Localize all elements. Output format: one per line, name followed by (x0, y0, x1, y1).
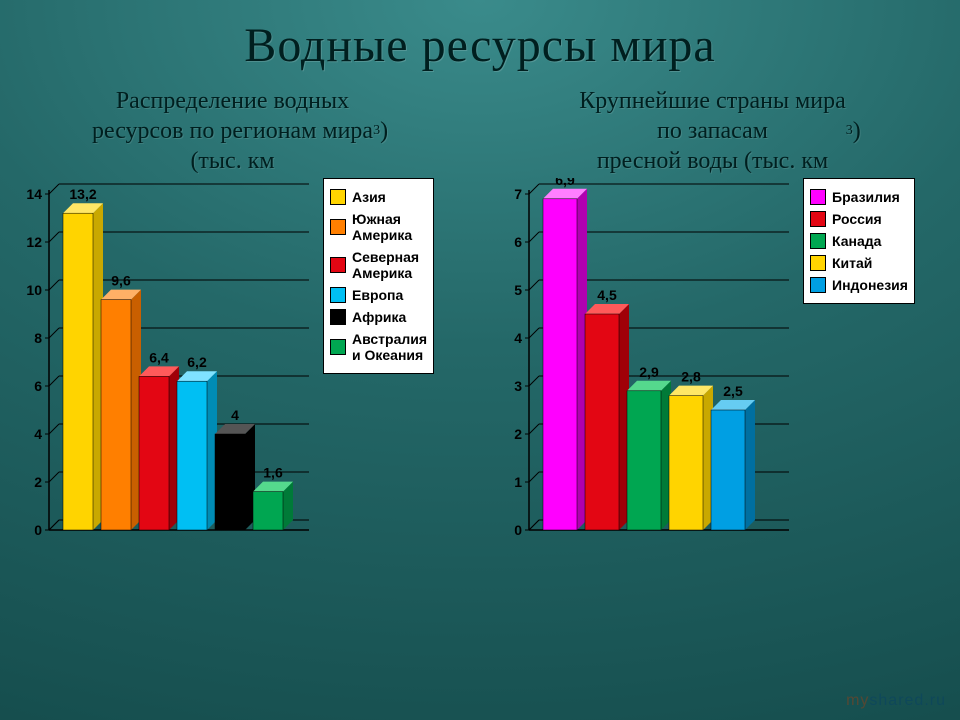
legend-label: Австралияи Океания (352, 331, 427, 363)
svg-text:9,6: 9,6 (111, 273, 131, 289)
legend-item: Австралияи Океания (330, 331, 427, 363)
svg-text:4: 4 (34, 426, 42, 442)
svg-text:1,6: 1,6 (263, 465, 283, 481)
right-subtitle: Крупнейшие страны мирапо запасампресной … (495, 83, 945, 178)
svg-text:2,8: 2,8 (681, 369, 701, 385)
svg-text:7: 7 (514, 186, 522, 202)
left-chart-box: 0 2 4 6 8 10 12 14 13,2 9,6 6,4 6,2 4 1,6 Азия ЮжнаяА… (15, 178, 465, 553)
right-legend: Бразилия Россия Канада Китай Индонезия (803, 178, 915, 304)
legend-label: Африка (352, 309, 406, 325)
watermark: myshared.ru (846, 692, 946, 710)
legend-swatch (810, 277, 826, 293)
legend-item: Африка (330, 309, 427, 325)
svg-text:2,5: 2,5 (723, 383, 743, 399)
watermark-shared: shared.ru (869, 692, 946, 709)
legend-swatch (330, 189, 346, 205)
svg-text:6,9: 6,9 (555, 178, 575, 188)
svg-text:0: 0 (514, 522, 522, 538)
slide-title: Водные ресурсы мира (0, 0, 960, 73)
svg-text:5: 5 (514, 282, 522, 298)
svg-text:4,5: 4,5 (597, 287, 617, 303)
svg-text:8: 8 (34, 330, 42, 346)
legend-item: Европа (330, 287, 427, 303)
right-plot: 0 1 2 3 4 5 6 7 6,9 4,5 2,9 2,8 2,5 (495, 178, 795, 553)
right-chart-box: 0 1 2 3 4 5 6 7 6,9 4,5 2,9 2,8 2,5 Бразилия Россия … (495, 178, 945, 553)
legend-swatch (330, 219, 346, 235)
legend-swatch (810, 255, 826, 271)
legend-swatch (810, 233, 826, 249)
charts-row: Распределение водныхресурсов по регионам… (0, 83, 960, 553)
svg-text:2: 2 (514, 426, 522, 442)
legend-item: Канада (810, 233, 908, 249)
legend-label: Россия (832, 211, 882, 227)
legend-item: ЮжнаяАмерика (330, 211, 427, 243)
legend-item: Азия (330, 189, 427, 205)
svg-text:14: 14 (26, 186, 42, 202)
svg-text:10: 10 (26, 282, 42, 298)
legend-label: Китай (832, 255, 872, 271)
left-plot: 0 2 4 6 8 10 12 14 13,2 9,6 6,4 6,2 4 1,6 (15, 178, 315, 553)
svg-text:3: 3 (514, 378, 522, 394)
svg-text:13,2: 13,2 (69, 186, 96, 202)
svg-text:6: 6 (514, 234, 522, 250)
legend-label: Канада (832, 233, 881, 249)
svg-text:12: 12 (26, 234, 42, 250)
legend-item: Бразилия (810, 189, 908, 205)
legend-label: СевернаяАмерика (352, 249, 419, 281)
legend-label: Азия (352, 189, 386, 205)
legend-item: Китай (810, 255, 908, 271)
legend-swatch (810, 211, 826, 227)
svg-text:2: 2 (34, 474, 42, 490)
svg-text:2,9: 2,9 (639, 364, 659, 380)
legend-label: Бразилия (832, 189, 900, 205)
right-panel: Крупнейшие страны мирапо запасампресной … (495, 83, 945, 553)
legend-swatch (810, 189, 826, 205)
legend-swatch (330, 257, 346, 273)
left-legend: Азия ЮжнаяАмерика СевернаяАмерика Европа… (323, 178, 434, 374)
legend-swatch (330, 287, 346, 303)
legend-item: Индонезия (810, 277, 908, 293)
watermark-my: my (846, 692, 869, 709)
svg-text:4: 4 (231, 407, 239, 423)
legend-swatch (330, 339, 346, 355)
left-subtitle: Распределение водныхресурсов по регионам… (15, 83, 465, 178)
svg-text:4: 4 (514, 330, 522, 346)
legend-swatch (330, 309, 346, 325)
legend-label: Индонезия (832, 277, 908, 293)
svg-text:0: 0 (34, 522, 42, 538)
svg-text:6,4: 6,4 (149, 349, 169, 365)
legend-label: ЮжнаяАмерика (352, 211, 412, 243)
svg-text:6: 6 (34, 378, 42, 394)
svg-text:6,2: 6,2 (187, 354, 207, 370)
legend-item: Россия (810, 211, 908, 227)
svg-text:1: 1 (514, 474, 522, 490)
left-panel: Распределение водныхресурсов по регионам… (15, 83, 465, 553)
legend-item: СевернаяАмерика (330, 249, 427, 281)
legend-label: Европа (352, 287, 403, 303)
